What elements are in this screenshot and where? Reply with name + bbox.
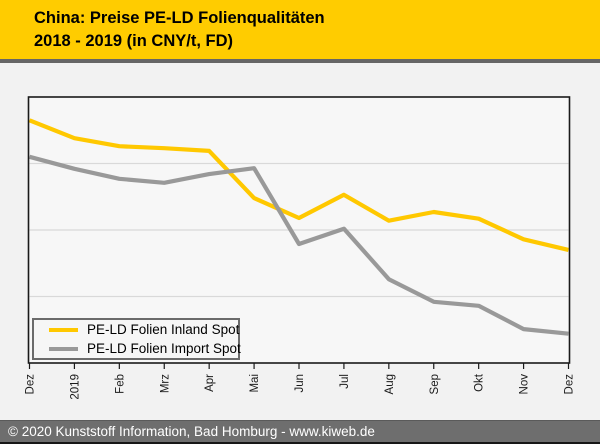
- legend-label: PE-LD Folien Import Spot: [87, 341, 241, 356]
- x-axis-label: Apr: [204, 374, 216, 392]
- chart-area: Dez 2019 Feb Mrz Apr Mai Jun Jul Aug Sep Okt Nov Dez…: [0, 63, 600, 420]
- legend-item-import-spot: PE-LD Folien Import Spot: [49, 339, 241, 358]
- import-spot-line-swatch: [49, 346, 78, 351]
- series-line-inland-spot: [28, 118, 569, 252]
- legend-item-inland-spot: PE-LD Folien Inland Spot: [49, 320, 240, 339]
- chart-legend: PE-LD Folien Inland Spot PE-LD Folien Im…: [32, 318, 241, 360]
- x-axis-label: Sep: [429, 374, 441, 394]
- plot-border: [27, 96, 571, 364]
- chart-title-line1: China: Preise PE-LD Folienqualitäten: [34, 9, 325, 27]
- x-axis-label: Mrz: [159, 374, 171, 393]
- copyright-bar: © 2020 Kunststoff Information, Bad Hombu…: [0, 420, 600, 444]
- x-axis-label: Jul: [339, 374, 351, 389]
- inland-spot-line-swatch: [49, 327, 78, 332]
- x-axis-label: Jun: [294, 374, 306, 393]
- series-line-import-spot: [28, 154, 569, 336]
- x-axis-label: Okt: [474, 373, 486, 392]
- chart-title: China: Preise PE-LD Folienqualitäten 201…: [0, 0, 600, 53]
- x-axis-label: Feb: [114, 374, 126, 394]
- x-axis-label: Aug: [384, 374, 396, 394]
- copyright-text: © 2020 Kunststoff Information, Bad Hombu…: [8, 424, 375, 439]
- chart-title-line2: 2018 - 2019 (in CNY/t, FD): [34, 32, 233, 50]
- x-axis-label: 2019: [69, 374, 81, 400]
- line-chart: Dez 2019 Feb Mrz Apr Mai Jun Jul Aug Sep Okt Nov Dez: [25, 96, 576, 400]
- title-banner: China: Preise PE-LD Folienqualitäten 201…: [0, 0, 600, 63]
- x-axis-label: Nov: [519, 374, 531, 395]
- legend-label: PE-LD Folien Inland Spot: [87, 322, 240, 337]
- x-axis-label: Dez: [25, 374, 37, 395]
- x-axis-label: Mai: [249, 374, 261, 393]
- x-axis-label: Dez: [564, 374, 576, 395]
